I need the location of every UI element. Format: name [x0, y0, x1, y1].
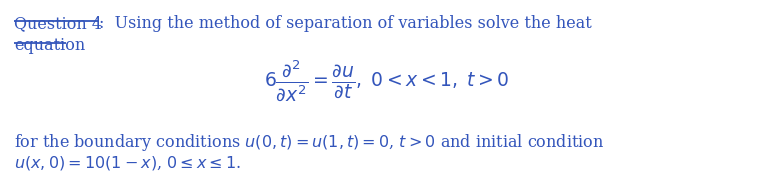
- Text: equation: equation: [14, 37, 85, 54]
- Text: Question 4: Question 4: [14, 15, 102, 32]
- Text: $u(x, 0) = 10(1 - x)$, $0 \leq x \leq 1$.: $u(x, 0) = 10(1 - x)$, $0 \leq x \leq 1$…: [14, 154, 241, 172]
- Text: :  Using the method of separation of variables solve the heat: : Using the method of separation of vari…: [99, 15, 592, 32]
- Text: $6\dfrac{\partial^2}{\partial x^2} = \dfrac{\partial u}{\partial t},\; 0 < x < 1: $6\dfrac{\partial^2}{\partial x^2} = \df…: [265, 59, 509, 104]
- Text: for the boundary conditions $u(0, t) = u(1,t) = 0$, $t > 0$ and initial conditio: for the boundary conditions $u(0, t) = u…: [14, 132, 604, 153]
